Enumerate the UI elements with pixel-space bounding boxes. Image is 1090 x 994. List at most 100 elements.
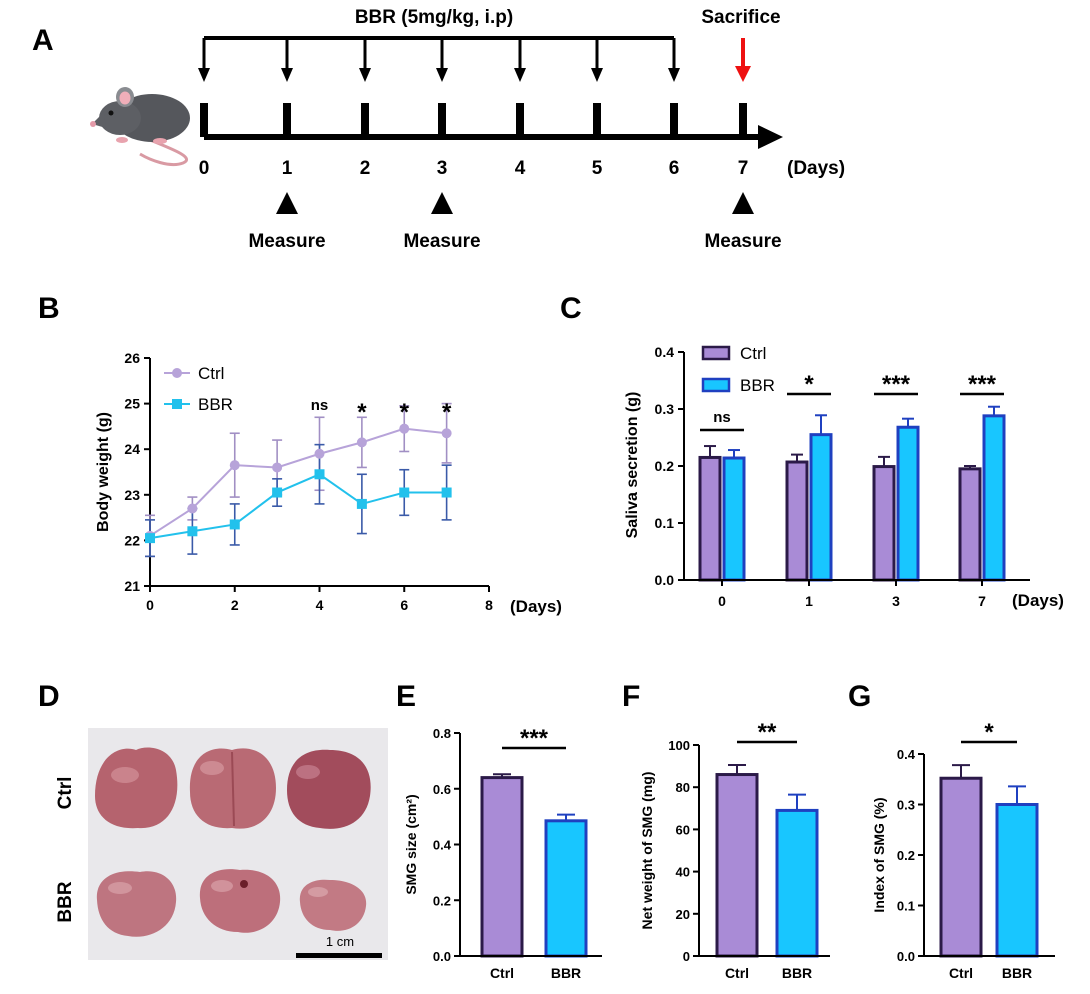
dose-arrowhead [514,68,526,82]
c-bar-bbr-day-1 [809,414,833,582]
b-xtick-label: 2 [231,597,239,613]
smg-weight-chart: 0 20 40 60 80 100 Ctrl BBR ** Net weight of SMG (… [639,719,830,981]
b-ytick-label: 23 [124,487,140,503]
g-bar-bbr [995,785,1039,958]
day-tick-label: 6 [669,158,680,179]
c-bar-bbr-day-0 [722,449,746,582]
day-tick-mark [593,103,601,137]
b-point-bbr [314,469,325,480]
f-bar-ctrl [715,764,759,958]
b-ytick-label: 25 [124,396,140,412]
c-bar-ctrl-day-7 [958,465,982,582]
b-ytick-label: 24 [124,441,140,457]
sacrifice-label: Sacrifice [701,7,780,28]
g-ylabel: Index of SMG (%) [871,797,887,912]
f-significance-label: ** [758,719,777,746]
c-bar-bbr-day-3 [896,417,920,582]
day-tick-label: 7 [738,158,749,179]
c-bar-rect [698,455,722,582]
dose-arrowhead [281,68,293,82]
f-ylabel: Net weight of SMG (mg) [639,772,655,930]
c-xtick-label: 7 [978,593,986,609]
b-point-ctrl [229,460,240,471]
treatment-label: BBR (5mg/kg, i.p) [355,7,513,28]
panel-label-f: F [622,680,640,713]
sacrifice-arrowhead [735,66,751,82]
b-significance: * [442,399,452,426]
g-ytick-label: 0.0 [897,949,915,964]
bar-rect [995,803,1039,958]
day-tick-mark [516,103,524,137]
b-point-bbr [399,487,410,498]
c-significance-label: * [804,371,814,398]
photo-row-bbr: BBR [55,881,76,922]
b-point-ctrl [314,448,325,459]
day-tick-label: 4 [515,158,526,179]
f-bar-bbr [775,793,819,958]
c-legend-bbr: BBR [740,376,775,395]
measure-triangle [732,192,754,214]
c-bar-rect [958,467,982,582]
c-bar-rect [809,433,833,582]
b-significance: * [400,399,410,426]
c-ytick-label: 0.4 [655,344,675,360]
day-tick-label: 2 [360,158,371,179]
b-point-bbr [441,487,452,498]
e-ytick-label: 0.6 [433,782,451,797]
day-tick-mark [670,103,678,137]
b-series-line-ctrl [149,427,447,537]
b-legend-bbr: BBR [198,395,233,414]
g-significance-label: * [984,719,994,746]
c-bar-ctrl-day-1 [785,453,809,582]
bbr-gland-2 [199,869,281,933]
ctrl-gland-2 [189,748,276,829]
e-ytick-label: 0.0 [433,949,451,964]
c-bar-rect [872,465,896,582]
g-xtick-label: Ctrl [949,965,973,981]
c-xtick-label: 0 [718,593,726,609]
c-xtick-label: 1 [805,593,813,609]
measure-label: Measure [704,231,781,252]
ctrl-gland-1 [95,747,178,829]
f-ytick-label: 80 [676,780,690,795]
panel-label-a: A [32,24,54,57]
b-point-bbr [145,533,155,544]
bar-rect [939,776,983,958]
b-point-ctrl [187,503,198,514]
tissue-photo: 1 cm Ctrl BBR [55,728,388,960]
e-xtick-label: BBR [551,965,581,981]
b-legend: Ctrl BBR [164,364,233,414]
b-xtick-label: 6 [400,597,408,613]
smg-size-chart: 0.0 0.2 0.4 0.6 0.8 Ctrl BBR *** SMG size (cm²) [403,725,602,981]
e-xtick-label: Ctrl [490,965,514,981]
b-point-ctrl [356,437,367,448]
day-tick-mark [283,103,291,137]
b-xtick-label: 4 [316,597,324,613]
c-significance-label: *** [882,371,911,398]
c-ytick-label: 0.0 [655,572,675,588]
f-ytick-label: 60 [676,822,690,837]
b-legend-ctrl-marker [172,368,182,378]
measure-triangle [276,192,298,214]
e-ytick-label: 0.4 [433,838,452,853]
dose-arrowhead [359,68,371,82]
scale-bar-label: 1 cm [326,934,354,949]
bar-rect [480,776,524,958]
panel-label-e: E [396,680,416,713]
timeline-days-unit: (Days) [787,158,845,179]
b-legend-ctrl: Ctrl [198,364,224,383]
e-bar-bbr [544,813,588,958]
b-ytick-label: 22 [124,532,140,548]
c-xlabel: (Days) [1012,591,1064,610]
b-xlabel: (Days) [510,597,562,616]
smg-index-chart: 0.0 0.1 0.2 0.3 0.4 Ctrl BBR * Index of SMG (%) [871,719,1055,981]
dose-arrowhead [591,68,603,82]
day-tick-label: 5 [592,158,603,179]
b-legend-bbr-marker [172,399,182,409]
c-bar-rect [982,414,1006,582]
day-tick-mark [739,103,747,137]
ctrl-gland-3 [287,749,371,829]
photo-row-ctrl: Ctrl [55,777,76,810]
c-bar-rect [785,460,809,582]
